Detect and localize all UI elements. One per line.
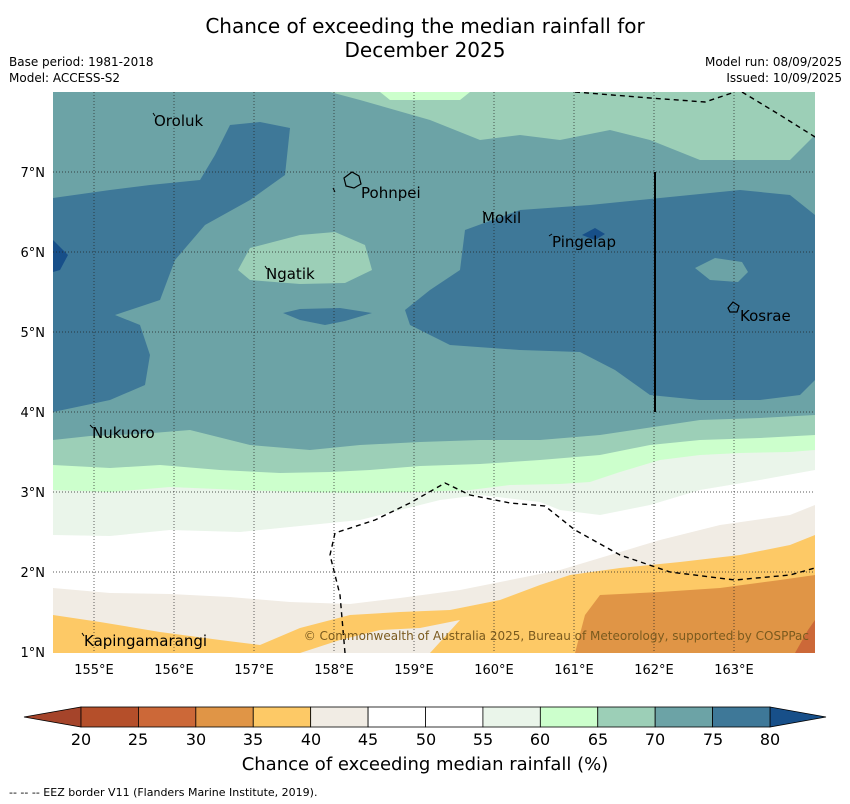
oroluk-mark [152,112,156,117]
gridlines [53,92,815,653]
place-nukuoro: Nukuoro [92,424,155,442]
colorbar-segment [138,706,197,728]
colorbar: 20 25 30 35 40 45 50 55 60 65 70 75 80 [23,706,827,749]
issued-date: Issued: 10/09/2025 [726,71,842,85]
band-75-80-west [53,122,290,412]
title-line-1: Chance of exceeding the median rainfall … [205,14,645,38]
colorbar-tick: 25 [128,730,148,749]
model-name: Model: ACCESS-S2 [9,71,121,85]
lat-tick: 3°N [21,486,46,501]
band-65-70-north [330,92,815,160]
meta-left: Base period: 1981-2018 Model: ACCESS-S2 [9,54,154,86]
colorbar-tick: 80 [760,730,780,749]
place-oroluk: Oroluk [154,112,203,130]
base-period: Base period: 1981-2018 [9,55,154,69]
band-75-80-central [283,308,372,325]
lon-tick: 157°E [234,663,274,678]
colorbar-segment [367,706,426,728]
place-ngatik: Ngatik [266,265,315,283]
colorbar-tick: 45 [358,730,378,749]
colorbar-segment [425,706,484,728]
colorbar-segment [80,706,139,728]
colorbar-tick: 70 [645,730,665,749]
band-70-75-east-hole [695,258,748,282]
eez-legend-note: -- -- -- EEZ border V11 (Flanders Marine… [9,786,318,799]
meta-right: Model run: 08/09/2025 Issued: 10/09/2025 [705,54,842,86]
lat-tick: 2°N [21,566,46,581]
colorbar-tick: 55 [473,730,493,749]
lat-tick: 1°N [21,646,46,661]
lat-tick: 4°N [21,406,46,421]
colorbar-tick: 65 [588,730,608,749]
colorbar-label: Chance of exceeding median rainfall (%) [241,754,609,775]
colorbar-segment [195,706,254,728]
lat-tick: 7°N [21,166,46,181]
colorbar-segment [712,706,771,728]
ngatik-mark [264,265,268,270]
band-60-65-north [380,92,470,100]
lon-tick: 161°E [554,663,594,678]
ant-atoll-mark [332,187,336,193]
lon-tick: 156°E [154,663,194,678]
colorbar-tick: 20 [71,730,91,749]
kapingamarangi-mark [81,632,85,637]
lat-tick-labels: 7°N 6°N 5°N 4°N 3°N 2°N 1°N [21,166,46,661]
eez-borders [329,92,815,653]
band-40-45-south [300,620,460,653]
copyright-notice: © Commonwealth of Australia 2025, Bureau… [304,629,809,643]
lon-tick: 155°E [74,663,114,678]
colorbar-segment [252,706,312,728]
lon-tick: 162°E [634,663,674,678]
colorbar-segment [654,706,713,728]
model-run: Model run: 08/09/2025 [704,55,842,69]
title-line-2: December 2025 [344,38,506,62]
colorbar-tick: 30 [186,730,206,749]
colorbar-segment [482,706,541,728]
place-kosrae: Kosrae [740,307,791,325]
lat-tick: 6°N [21,246,46,261]
place-kapingamarangi: Kapingamarangi [84,632,207,650]
colorbar-tick-labels: 20 25 30 35 40 45 50 55 60 65 70 75 80 [71,730,780,749]
place-mokil: Mokil [482,209,521,227]
place-pohnpei: Pohnpei [361,184,421,202]
colorbar-tick: 40 [301,730,321,749]
lon-tick: 160°E [474,663,514,678]
nukuoro-mark [89,424,94,429]
pingelap-mark [548,233,553,237]
lon-tick: 163°E [714,663,754,678]
lat-tick: 5°N [21,326,46,341]
band-65-70-central [238,232,372,284]
colorbar-tick: 35 [243,730,263,749]
place-pingelap: Pingelap [552,233,616,251]
colorbar-segment [310,706,369,728]
colorbar-low-arrow [23,706,82,728]
lon-tick-labels: 155°E 156°E 157°E 158°E 159°E 160°E 161°… [74,663,754,678]
band-over-80-east [582,228,605,240]
band-75-80-east [405,190,815,400]
map-panel: Oroluk Pohnpei Mokil Pingelap Ngatik Kos… [53,92,815,653]
colorbar-tick: 60 [530,730,550,749]
band-over-80-west [53,240,68,272]
lon-tick: 158°E [314,663,354,678]
colorbar-segment [597,706,656,728]
band-30-35 [575,575,815,653]
mokil-mark [482,210,486,215]
kosrae-island-outline [727,301,740,313]
pohnpei-island-outline [343,171,362,189]
chart-title: Chance of exceeding the median rainfall … [0,14,850,62]
colorbar-high-arrow [769,706,827,728]
colorbar-segments [80,706,771,728]
colorbar-segment [539,706,599,728]
colorbar-tick: 75 [703,730,723,749]
band-65-70-northeast [700,92,815,120]
band-25-30 [795,620,815,653]
lon-tick: 159°E [394,663,434,678]
colorbar-tick: 50 [416,730,436,749]
